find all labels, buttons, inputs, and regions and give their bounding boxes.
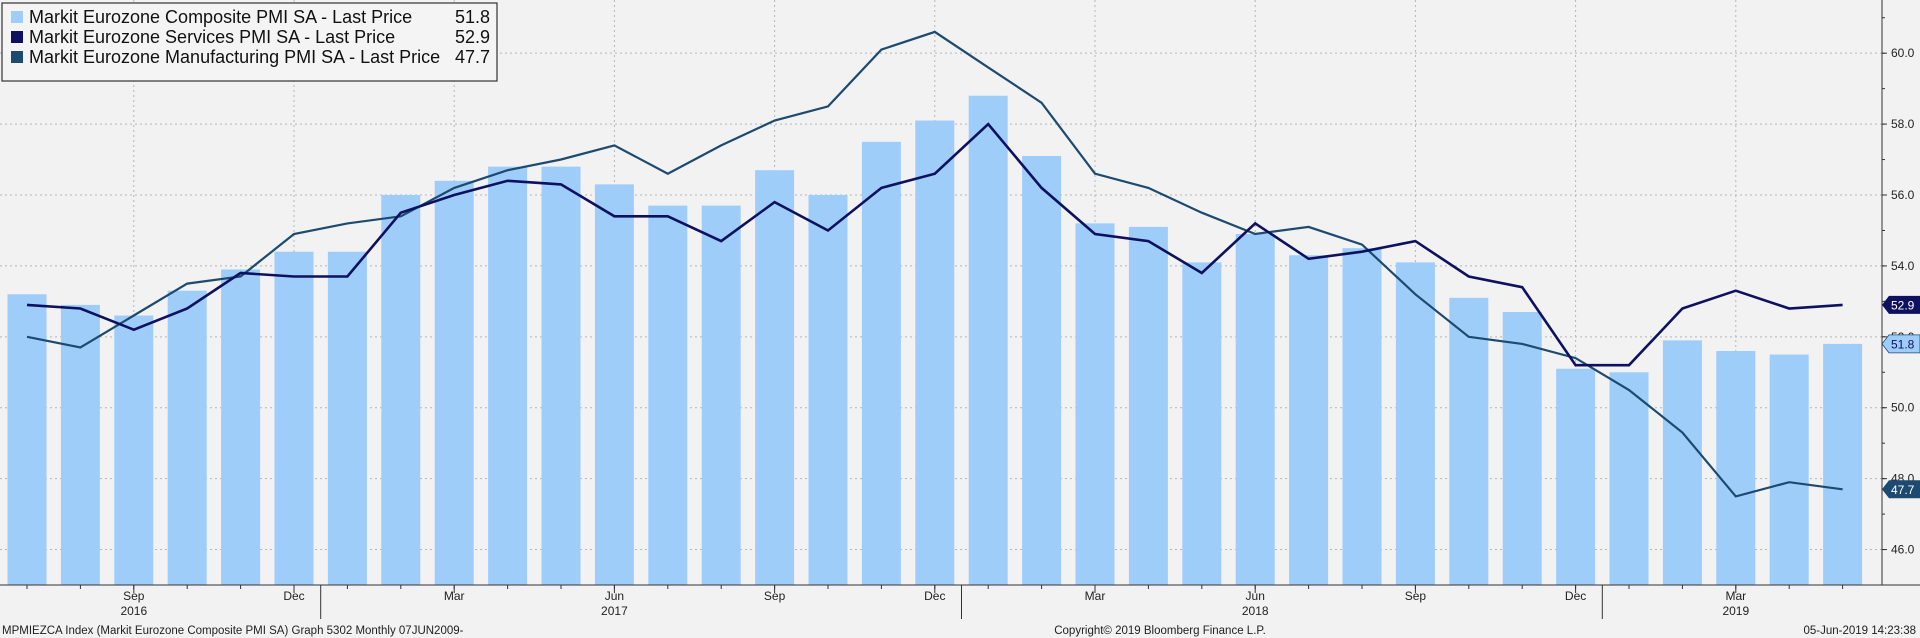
- manufacturing-last-tag: [1882, 480, 1920, 499]
- y-tick-label: 58.0: [1891, 117, 1915, 131]
- y-tick-label: 56.0: [1891, 188, 1915, 202]
- y-tick-label: 60.0: [1891, 46, 1915, 60]
- y-tick-label: 54.0: [1891, 259, 1915, 273]
- legend-swatch-services: [11, 31, 23, 43]
- composite-bar: [541, 166, 581, 586]
- composite-bar: [594, 184, 634, 585]
- x-tick-label: Dec: [1565, 589, 1586, 603]
- composite-last-tag-value: 51.8: [1891, 337, 1915, 351]
- composite-bar: [1769, 354, 1809, 585]
- composite-last-tag: [1881, 334, 1920, 354]
- services-line: [26, 122, 1843, 367]
- composite-bar: [1022, 156, 1062, 585]
- composite-bar: [1823, 343, 1863, 585]
- manufacturing-last-tag-value: 47.7: [1891, 483, 1915, 497]
- x-year-label: 2018: [1242, 604, 1269, 618]
- x-year-label: 2019: [1722, 604, 1749, 618]
- legend-value-services: 52.9: [455, 27, 490, 47]
- footer-copyright: Copyright© 2019 Bloomberg Finance L.P.: [1054, 625, 1266, 637]
- composite-bar: [755, 170, 795, 585]
- footer-source: MPMIEZCA Index (Markit Eurozone Composit…: [2, 625, 464, 637]
- legend-box: [1, 2, 498, 82]
- composite-bar: [968, 95, 1008, 586]
- composite-bar: [167, 290, 207, 585]
- composite-bar: [7, 294, 47, 585]
- x-tick-label: Dec: [283, 589, 304, 603]
- composite-bar: [1128, 226, 1168, 585]
- y-tick-label: 46.0: [1891, 543, 1915, 557]
- composite-bar: [381, 195, 421, 585]
- composite-bar: [808, 195, 848, 585]
- legend-label-services: Markit Eurozone Services PMI SA - Last P…: [29, 27, 395, 47]
- x-tick-label: Jun: [1246, 589, 1265, 603]
- x-tick-label: Sep: [764, 589, 786, 603]
- legend-swatch-manufacturing: [11, 51, 23, 63]
- composite-bar: [648, 205, 688, 586]
- composite-bar: [221, 269, 261, 585]
- composite-bar: [327, 251, 367, 585]
- legend-label-composite: Markit Eurozone Composite PMI SA - Last …: [29, 7, 412, 27]
- x-tick-label: Mar: [1725, 589, 1746, 603]
- composite-bar: [861, 141, 901, 585]
- manufacturing-line: [26, 30, 1843, 498]
- composite-bar: [1449, 297, 1489, 585]
- composite-bar: [488, 166, 528, 586]
- composite-bar: [1235, 234, 1275, 585]
- composite-bar: [1342, 248, 1382, 585]
- composite-bar: [60, 304, 100, 585]
- x-year-label: 2017: [601, 604, 628, 618]
- footer: MPMIEZCA Index (Markit Eurozone Composit…: [2, 625, 1916, 637]
- composite-bar: [915, 120, 955, 585]
- x-year-label: 2016: [120, 604, 147, 618]
- legend-swatch-composite: [11, 11, 23, 23]
- composite-bar: [1182, 262, 1222, 585]
- composite-bar: [274, 251, 314, 585]
- x-tick-label: Mar: [444, 589, 465, 603]
- composite-bar: [114, 315, 154, 585]
- x-tick-label: Dec: [924, 589, 945, 603]
- x-tick-label: Sep: [1405, 589, 1427, 603]
- x-tick-label: Mar: [1085, 589, 1106, 603]
- composite-bars: [7, 95, 1863, 586]
- legend-value-composite: 51.8: [455, 7, 490, 27]
- services-last-tag: [1882, 295, 1920, 314]
- composite-bar: [434, 180, 474, 585]
- composite-bar: [1716, 351, 1756, 585]
- legend: Markit Eurozone Composite PMI SA - Last …: [1, 2, 498, 82]
- legend-label-manufacturing: Markit Eurozone Manufacturing PMI SA - L…: [29, 47, 440, 67]
- composite-bar: [1609, 372, 1649, 585]
- legend-value-manufacturing: 47.7: [455, 47, 490, 67]
- composite-bar: [701, 205, 741, 586]
- y-tick-label: 50.0: [1891, 401, 1915, 415]
- y-axis: 46.048.050.052.054.056.058.060.0: [1881, 0, 1915, 586]
- composite-bar: [1075, 223, 1115, 585]
- x-tick-label: Jun: [605, 589, 624, 603]
- last-price-tags: 51.8 52.9 47.7: [1881, 295, 1920, 499]
- composite-bar: [1289, 255, 1329, 586]
- footer-timestamp: 05-Jun-2019 14:23:38: [1803, 625, 1916, 637]
- composite-bar: [1662, 340, 1702, 585]
- line-series: [26, 30, 1843, 498]
- services-last-tag-value: 52.9: [1891, 298, 1915, 312]
- x-tick-label: Sep: [123, 589, 145, 603]
- composite-bar: [1556, 368, 1596, 585]
- composite-bar: [1502, 312, 1542, 585]
- composite-bar: [1395, 262, 1435, 585]
